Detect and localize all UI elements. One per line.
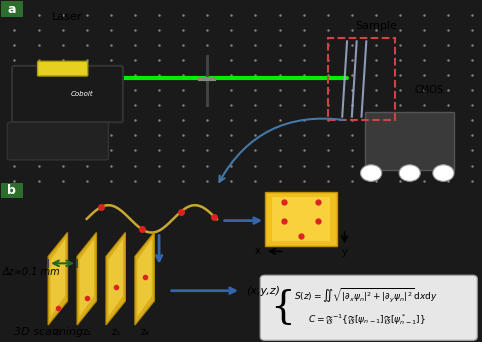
Text: a: a (7, 2, 16, 15)
Polygon shape (137, 239, 152, 316)
FancyBboxPatch shape (265, 192, 337, 246)
Bar (328, 38, 395, 120)
Text: (x,y,z): (x,y,z) (246, 286, 280, 296)
Text: CMOS: CMOS (415, 85, 443, 95)
Text: Laser: Laser (52, 12, 83, 22)
Circle shape (399, 165, 420, 181)
Polygon shape (77, 233, 96, 325)
FancyBboxPatch shape (1, 1, 23, 17)
Polygon shape (106, 233, 125, 325)
FancyBboxPatch shape (272, 197, 330, 241)
FancyBboxPatch shape (38, 61, 88, 76)
FancyBboxPatch shape (260, 275, 477, 340)
Text: z₄: z₄ (140, 327, 149, 337)
Polygon shape (51, 239, 65, 316)
Polygon shape (135, 233, 154, 325)
Text: z₂: z₂ (82, 327, 91, 337)
Text: b: b (7, 184, 16, 197)
Text: {: { (270, 289, 295, 326)
Circle shape (433, 165, 454, 181)
FancyBboxPatch shape (12, 66, 123, 122)
Text: x: x (255, 246, 261, 256)
Text: $S(z)=\iint\sqrt{|\partial_x\psi_n|^2+|\partial_y\psi_n|^2}\,\mathrm{d}x\mathrm{: $S(z)=\iint\sqrt{|\partial_x\psi_n|^2+|\… (294, 287, 438, 305)
Text: z₃: z₃ (111, 327, 120, 337)
Text: y: y (342, 247, 348, 258)
Text: Cobolt: Cobolt (71, 91, 93, 97)
Text: Δz≈0.1 mm: Δz≈0.1 mm (2, 267, 60, 277)
FancyBboxPatch shape (1, 183, 23, 198)
Text: $C=\mathfrak{F}^{-1}\{\mathfrak{F}[\psi_{n-1}]\mathfrak{F}[\psi^*_{n-1}]\}$: $C=\mathfrak{F}^{-1}\{\mathfrak{F}[\psi_… (308, 312, 427, 327)
FancyBboxPatch shape (7, 122, 108, 160)
Polygon shape (48, 233, 67, 325)
Text: 3D scanning: 3D scanning (14, 327, 84, 337)
Text: z₁: z₁ (54, 327, 62, 337)
Polygon shape (108, 239, 123, 316)
Text: Sample: Sample (355, 21, 397, 31)
Polygon shape (80, 239, 94, 316)
FancyBboxPatch shape (365, 112, 454, 170)
Circle shape (361, 165, 382, 181)
